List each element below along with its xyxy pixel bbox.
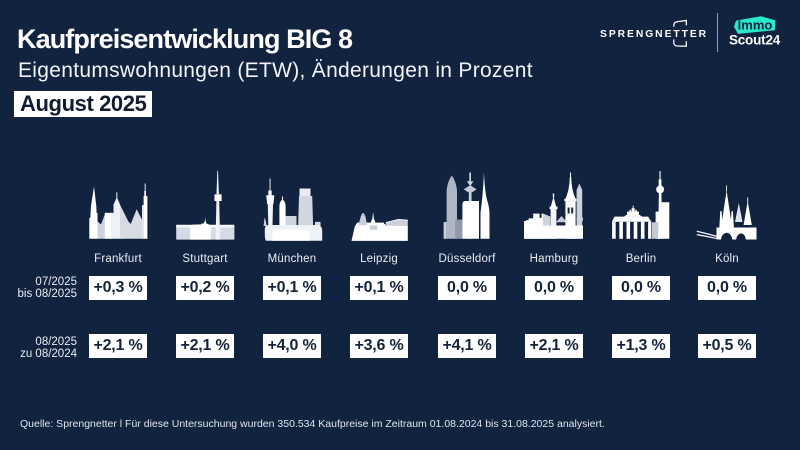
- svg-text:Scout24: Scout24: [729, 33, 781, 48]
- svg-text:Immo: Immo: [738, 18, 773, 33]
